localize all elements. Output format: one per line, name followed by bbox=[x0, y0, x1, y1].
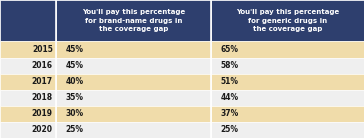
Text: 51%: 51% bbox=[220, 77, 238, 86]
Bar bbox=[211, 90, 364, 106]
Text: 2017: 2017 bbox=[32, 77, 53, 86]
Text: You'll pay this percentage
for brand-name drugs in
the coverage gap: You'll pay this percentage for brand-nam… bbox=[82, 9, 185, 32]
Text: 58%: 58% bbox=[220, 61, 238, 70]
Text: 2019: 2019 bbox=[32, 109, 53, 118]
Text: 65%: 65% bbox=[220, 45, 238, 54]
Bar bbox=[0, 41, 56, 58]
Bar bbox=[211, 122, 364, 138]
Text: 2018: 2018 bbox=[32, 93, 53, 102]
Text: 45%: 45% bbox=[66, 61, 83, 70]
Bar bbox=[56, 58, 211, 74]
Bar bbox=[56, 0, 211, 41]
Bar bbox=[0, 58, 56, 74]
Bar bbox=[211, 41, 364, 58]
Bar bbox=[0, 90, 56, 106]
Bar bbox=[56, 106, 211, 122]
Text: 2020: 2020 bbox=[32, 125, 53, 134]
Text: 45%: 45% bbox=[66, 45, 83, 54]
Bar bbox=[0, 122, 56, 138]
Bar bbox=[0, 0, 56, 41]
Bar bbox=[56, 74, 211, 90]
Text: 35%: 35% bbox=[66, 93, 83, 102]
Bar bbox=[0, 106, 56, 122]
Bar bbox=[211, 58, 364, 74]
Text: 25%: 25% bbox=[66, 125, 83, 134]
Bar bbox=[56, 122, 211, 138]
Bar bbox=[56, 41, 211, 58]
Text: 2016: 2016 bbox=[32, 61, 53, 70]
Text: 2015: 2015 bbox=[32, 45, 53, 54]
Text: 25%: 25% bbox=[220, 125, 238, 134]
Text: 40%: 40% bbox=[66, 77, 84, 86]
Bar bbox=[211, 0, 364, 41]
Bar bbox=[56, 90, 211, 106]
Text: 37%: 37% bbox=[220, 109, 238, 118]
Bar bbox=[0, 74, 56, 90]
Text: You'll pay this percentage
for generic drugs in
the coverage gap: You'll pay this percentage for generic d… bbox=[236, 9, 339, 32]
Bar bbox=[211, 74, 364, 90]
Bar bbox=[211, 106, 364, 122]
Text: 44%: 44% bbox=[220, 93, 238, 102]
Text: 30%: 30% bbox=[66, 109, 84, 118]
